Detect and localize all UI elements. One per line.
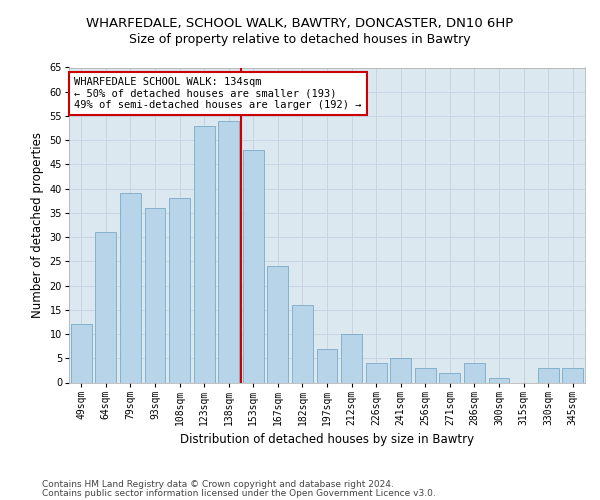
Bar: [268, 266, 289, 382]
Bar: [390, 358, 411, 382]
Bar: [243, 150, 264, 382]
Bar: [464, 363, 485, 382]
Bar: [169, 198, 190, 382]
Bar: [538, 368, 559, 382]
Text: Size of property relative to detached houses in Bawtry: Size of property relative to detached ho…: [129, 32, 471, 46]
Bar: [194, 126, 215, 382]
Bar: [365, 363, 386, 382]
Bar: [341, 334, 362, 382]
Bar: [562, 368, 583, 382]
X-axis label: Distribution of detached houses by size in Bawtry: Distribution of detached houses by size …: [180, 433, 474, 446]
Y-axis label: Number of detached properties: Number of detached properties: [31, 132, 44, 318]
Bar: [488, 378, 509, 382]
Bar: [71, 324, 92, 382]
Text: WHARFEDALE SCHOOL WALK: 134sqm
← 50% of detached houses are smaller (193)
49% of: WHARFEDALE SCHOOL WALK: 134sqm ← 50% of …: [74, 77, 362, 110]
Bar: [317, 348, 337, 382]
Text: WHARFEDALE, SCHOOL WALK, BAWTRY, DONCASTER, DN10 6HP: WHARFEDALE, SCHOOL WALK, BAWTRY, DONCAST…: [86, 18, 514, 30]
Bar: [145, 208, 166, 382]
Bar: [120, 194, 141, 382]
Bar: [415, 368, 436, 382]
Text: Contains HM Land Registry data © Crown copyright and database right 2024.: Contains HM Land Registry data © Crown c…: [42, 480, 394, 489]
Bar: [218, 121, 239, 382]
Bar: [292, 305, 313, 382]
Bar: [95, 232, 116, 382]
Bar: [439, 373, 460, 382]
Text: Contains public sector information licensed under the Open Government Licence v3: Contains public sector information licen…: [42, 488, 436, 498]
